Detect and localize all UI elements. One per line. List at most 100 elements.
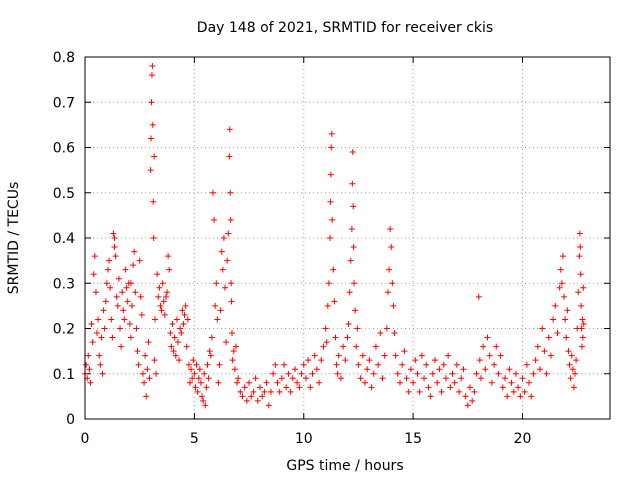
data-point — [111, 244, 118, 251]
data-point — [515, 384, 522, 391]
data-point — [354, 325, 361, 332]
data-point — [532, 357, 539, 364]
data-point — [206, 348, 213, 355]
data-point — [482, 366, 489, 373]
data-point — [397, 379, 403, 386]
data-point — [228, 298, 235, 305]
data-point — [309, 370, 316, 377]
data-point — [447, 384, 454, 391]
data-point — [300, 361, 307, 368]
data-point — [325, 280, 332, 287]
data-point — [174, 339, 181, 346]
data-point — [170, 348, 177, 355]
data-point — [195, 375, 202, 382]
data-point — [127, 334, 134, 341]
data-point — [362, 379, 368, 386]
data-point — [199, 393, 206, 400]
data-point — [294, 379, 301, 386]
data-point — [576, 230, 583, 237]
data-point — [99, 370, 106, 377]
data-point — [412, 357, 419, 364]
plot-border — [84, 56, 611, 420]
data-point — [460, 366, 467, 373]
data-point — [159, 280, 166, 287]
data-point — [141, 379, 148, 386]
data-point — [86, 366, 93, 373]
data-point — [246, 379, 253, 386]
data-point — [530, 370, 537, 377]
data-point — [389, 280, 396, 287]
data-point — [543, 370, 550, 377]
data-point — [414, 370, 421, 377]
data-point — [111, 235, 118, 241]
data-point — [346, 289, 353, 296]
data-point — [248, 393, 255, 400]
y-tick-label: 0.1 — [53, 367, 75, 383]
data-point — [351, 280, 358, 287]
data-point — [416, 388, 423, 395]
data-point — [134, 348, 141, 355]
data-point — [88, 320, 95, 327]
data-point — [320, 343, 327, 350]
data-point — [200, 397, 207, 404]
data-point — [504, 393, 511, 400]
data-point — [137, 293, 144, 300]
data-point — [160, 298, 167, 305]
data-point — [579, 334, 586, 341]
data-point — [328, 144, 335, 151]
data-point — [421, 375, 428, 382]
data-point — [578, 302, 585, 309]
data-point — [440, 361, 447, 368]
data-point — [480, 343, 487, 350]
data-point — [456, 388, 463, 395]
data-point — [229, 330, 235, 337]
data-point — [126, 320, 133, 327]
data-point — [568, 352, 575, 359]
data-point — [190, 357, 197, 364]
data-point — [322, 325, 329, 332]
data-point — [177, 325, 184, 332]
data-point — [162, 293, 169, 300]
data-point — [182, 302, 189, 309]
data-point — [512, 370, 519, 377]
data-point — [181, 311, 188, 318]
data-point — [109, 334, 116, 341]
data-point — [145, 339, 152, 346]
data-point — [570, 384, 577, 391]
data-point — [476, 357, 483, 364]
data-point — [278, 375, 285, 382]
data-point — [449, 370, 456, 377]
data-point — [231, 366, 238, 373]
data-point — [276, 388, 283, 395]
data-point — [203, 384, 210, 391]
data-point — [567, 375, 574, 382]
data-point — [112, 253, 119, 260]
data-point — [150, 235, 157, 241]
data-point — [566, 361, 573, 368]
data-point — [148, 99, 155, 106]
data-point — [547, 352, 554, 359]
data-point — [120, 307, 127, 314]
data-point — [152, 316, 158, 323]
data-point — [287, 388, 294, 395]
data-point — [167, 330, 174, 337]
data-point — [281, 361, 288, 368]
data-point — [324, 302, 331, 309]
data-point — [148, 135, 155, 142]
data-point — [201, 370, 208, 377]
data-point — [196, 366, 203, 373]
data-point — [250, 388, 257, 395]
data-point — [283, 384, 290, 391]
data-point — [550, 316, 557, 323]
data-point — [263, 379, 270, 386]
data-point — [323, 339, 330, 346]
data-point — [243, 397, 250, 404]
data-point — [220, 235, 227, 241]
y-tick-label: 0 — [66, 412, 75, 428]
data-point — [124, 298, 131, 305]
data-point — [97, 361, 104, 368]
data-point — [495, 370, 502, 377]
data-point — [427, 393, 434, 400]
data-point — [562, 316, 569, 323]
data-point — [575, 289, 582, 296]
